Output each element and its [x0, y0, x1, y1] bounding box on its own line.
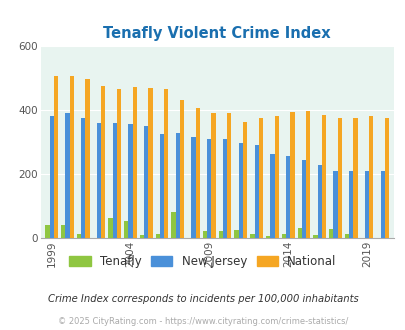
- Bar: [45, 225, 49, 238]
- Bar: [270, 154, 274, 238]
- Bar: [317, 165, 321, 238]
- Bar: [202, 231, 207, 238]
- Bar: [368, 116, 373, 238]
- Bar: [258, 118, 262, 238]
- Bar: [265, 236, 270, 238]
- Bar: [179, 100, 184, 238]
- Bar: [85, 79, 90, 238]
- Bar: [243, 122, 247, 238]
- Bar: [175, 133, 179, 238]
- Bar: [69, 76, 74, 238]
- Bar: [164, 89, 168, 238]
- Bar: [124, 221, 128, 238]
- Bar: [337, 118, 341, 238]
- Bar: [211, 113, 215, 238]
- Bar: [101, 86, 105, 238]
- Bar: [286, 156, 290, 238]
- Bar: [155, 234, 160, 238]
- Bar: [218, 231, 222, 238]
- Bar: [380, 171, 384, 238]
- Bar: [128, 124, 132, 238]
- Bar: [344, 234, 348, 238]
- Bar: [148, 88, 152, 238]
- Bar: [227, 113, 231, 238]
- Text: © 2025 CityRating.com - https://www.cityrating.com/crime-statistics/: © 2025 CityRating.com - https://www.city…: [58, 317, 347, 326]
- Bar: [222, 139, 227, 238]
- Bar: [117, 89, 121, 238]
- Text: Crime Index corresponds to incidents per 100,000 inhabitants: Crime Index corresponds to incidents per…: [47, 294, 358, 304]
- Bar: [238, 144, 243, 238]
- Bar: [254, 145, 258, 238]
- Bar: [53, 76, 58, 238]
- Bar: [108, 218, 112, 238]
- Bar: [112, 123, 117, 238]
- Bar: [301, 160, 305, 238]
- Bar: [61, 225, 65, 238]
- Bar: [364, 171, 368, 238]
- Bar: [171, 212, 175, 238]
- Bar: [290, 112, 294, 238]
- Bar: [297, 228, 301, 238]
- Bar: [49, 116, 53, 238]
- Bar: [328, 229, 333, 238]
- Bar: [249, 234, 254, 238]
- Bar: [384, 118, 388, 238]
- Bar: [77, 234, 81, 238]
- Bar: [207, 139, 211, 238]
- Bar: [65, 113, 69, 238]
- Bar: [96, 123, 101, 238]
- Bar: [348, 171, 352, 238]
- Bar: [305, 111, 309, 238]
- Bar: [321, 115, 325, 238]
- Bar: [274, 116, 278, 238]
- Bar: [81, 118, 85, 238]
- Bar: [160, 134, 164, 238]
- Bar: [144, 126, 148, 238]
- Bar: [139, 235, 144, 238]
- Bar: [132, 87, 136, 238]
- Bar: [313, 235, 317, 238]
- Title: Tenafly Violent Crime Index: Tenafly Violent Crime Index: [103, 26, 330, 41]
- Legend: Tenafly, New Jersey, National: Tenafly, New Jersey, National: [64, 250, 341, 273]
- Bar: [191, 137, 195, 238]
- Bar: [195, 108, 199, 238]
- Bar: [234, 230, 238, 238]
- Bar: [281, 234, 286, 238]
- Bar: [333, 171, 337, 238]
- Bar: [352, 118, 357, 238]
